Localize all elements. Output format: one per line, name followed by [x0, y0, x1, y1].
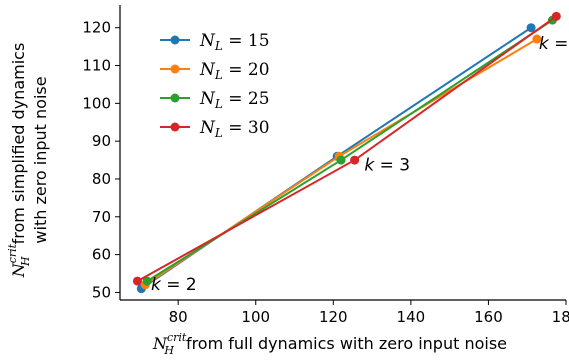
x-tick-label: 120 [319, 308, 348, 326]
y-tick-label: 70 [92, 208, 111, 226]
annotation-var: k [539, 34, 550, 54]
legend-entry: NL = 15 [160, 31, 270, 53]
y-tick-label: 120 [82, 19, 111, 37]
legend-var: N [199, 89, 216, 109]
plot-frame [119, 5, 566, 301]
data-point [532, 34, 542, 44]
svg-text:NcritHfrom simplified dynamics: NcritHfrom simplified dynamics [6, 43, 32, 279]
x-tick-label: 80 [169, 308, 188, 326]
annotation-value: = 2 [161, 275, 197, 295]
legend-var: N [199, 31, 216, 51]
data-point [336, 155, 346, 165]
data-point [526, 23, 536, 33]
series-layer [132, 11, 561, 294]
legend-var: N [199, 118, 216, 138]
annotation-label: k = 3 [364, 156, 410, 176]
legend-label: NL = 15 [199, 31, 270, 53]
y-tick-label: 50 [92, 283, 111, 301]
legend-label: NL = 30 [199, 118, 270, 140]
x-tick-label: 140 [397, 308, 426, 326]
y-tick-label: 110 [82, 57, 111, 75]
annotation-value: = 3 [374, 156, 410, 176]
x-tick-label: 180 [552, 308, 569, 326]
annotation-label: k = 2 [151, 275, 197, 295]
y-tick-label: 90 [92, 132, 111, 150]
legend-var: N [199, 60, 216, 80]
legend-sub: L [214, 39, 223, 53]
annotation-var: k [364, 156, 375, 176]
y-axis-label: NcritHfrom simplified dynamics with zero… [6, 43, 50, 279]
annotation-value: = 4 [549, 34, 569, 54]
y-tick-label: 100 [82, 94, 111, 112]
y-tick-label: 80 [92, 170, 111, 188]
legend-entry: NL = 20 [160, 60, 270, 82]
annotations: k = 2k = 3k = 4 [151, 34, 569, 295]
legend-entry: NL = 30 [160, 118, 270, 140]
legend-marker [170, 35, 180, 45]
legend-entry: NL = 25 [160, 89, 270, 111]
legend-marker [170, 93, 180, 103]
legend-value: = 25 [223, 89, 270, 109]
legend-value: = 15 [223, 31, 270, 51]
y-tick-label: 60 [92, 246, 111, 264]
data-point [142, 276, 152, 286]
legend-sub: L [214, 68, 223, 82]
legend-sub: L [214, 126, 223, 140]
legend-marker [170, 122, 180, 132]
legend-sub: L [214, 97, 223, 111]
legend-label: NL = 25 [199, 89, 270, 111]
series-4 [132, 11, 561, 286]
data-point [132, 276, 142, 286]
legend-label: NL = 20 [199, 60, 270, 82]
x-tick-label: 160 [474, 308, 503, 326]
annotation-var: k [151, 275, 162, 295]
annotation-label: k = 4 [539, 34, 569, 54]
legend-marker [170, 64, 180, 74]
data-point [350, 155, 360, 165]
y-axis-label-line2: with zero input noise [31, 76, 50, 243]
axis-ticks: 80 100 120 140 160 180 50 60 70 80 90 100 110 120 [82, 19, 569, 326]
legend-value: = 30 [223, 118, 270, 138]
data-point [551, 11, 561, 21]
legend-value: = 20 [223, 60, 270, 80]
x-tick-label: 100 [241, 308, 270, 326]
